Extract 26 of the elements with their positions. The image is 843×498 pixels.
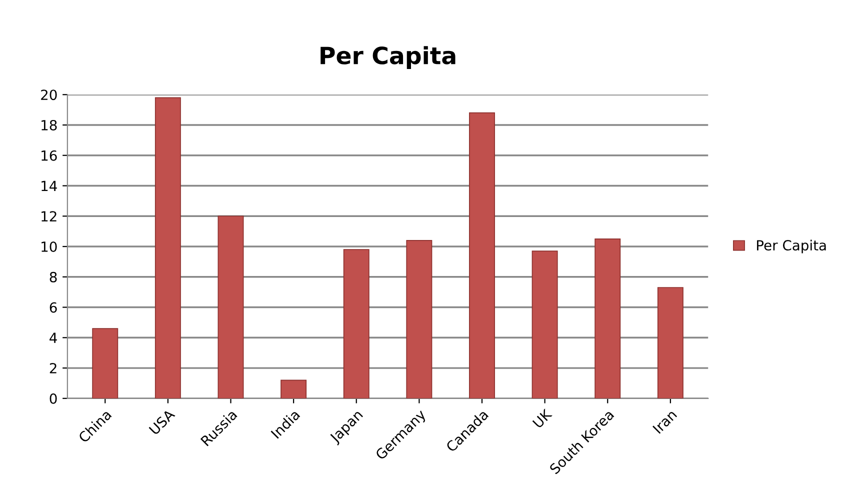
y-tick-label: 6 xyxy=(50,302,57,313)
bar xyxy=(343,249,370,398)
bar xyxy=(280,380,307,398)
bar xyxy=(92,328,118,398)
y-tick-label: 12 xyxy=(42,211,56,222)
x-tick-label: UK xyxy=(532,408,553,428)
x-tick-label: USA xyxy=(148,408,176,436)
legend-label: Per Capita xyxy=(757,240,826,254)
y-tick-label: 10 xyxy=(42,241,57,252)
y-tick-label: 4 xyxy=(50,332,57,343)
bar xyxy=(532,250,558,398)
y-tick-label: 14 xyxy=(42,180,57,192)
chart-title: Per Capita xyxy=(320,46,456,69)
y-tick-label: 20 xyxy=(41,90,57,100)
bar xyxy=(218,216,244,398)
y-tick-label: 18 xyxy=(42,120,57,130)
bar xyxy=(594,238,621,398)
bar xyxy=(469,112,495,398)
bar xyxy=(406,240,432,398)
bar xyxy=(657,287,684,398)
y-tick-label: 16 xyxy=(42,150,57,161)
bar xyxy=(154,97,181,398)
y-tick-label: 8 xyxy=(50,272,57,282)
y-tick-label: 0 xyxy=(50,393,57,404)
y-tick-label: 2 xyxy=(50,362,56,374)
x-tick-label: Iran xyxy=(652,409,678,434)
